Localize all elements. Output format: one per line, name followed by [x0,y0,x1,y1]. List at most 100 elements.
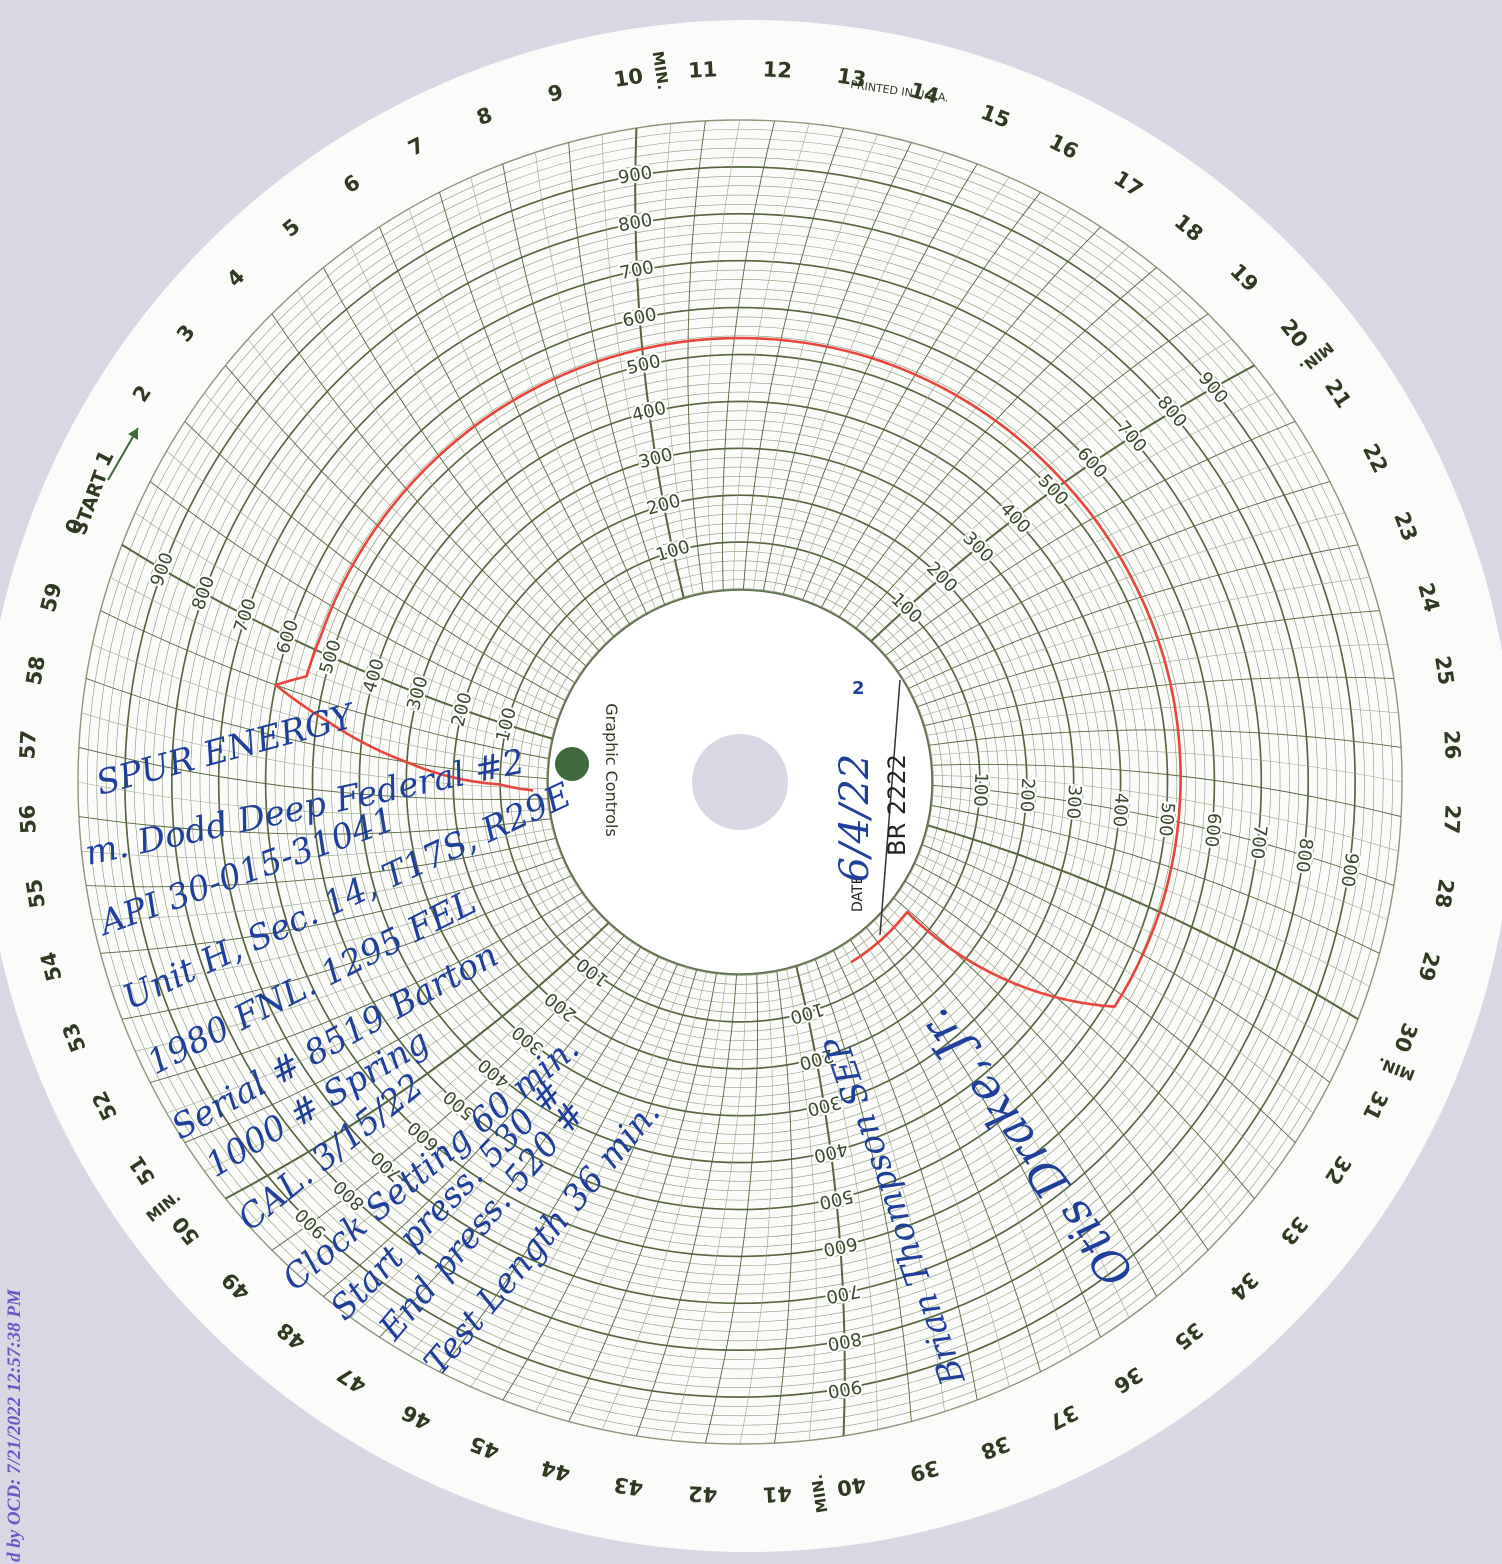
minor-time-line [204,392,570,692]
time-line [855,313,1209,629]
grid-ring [452,494,1028,1070]
minor-ring [87,129,1393,1435]
y-tick-label: 500 [1154,801,1178,837]
x-tick-label: 28 [1430,877,1458,910]
minor-time-line [135,884,577,1052]
time-line [568,142,666,605]
time-line [687,120,706,593]
x-tick-label: 11 [687,57,717,82]
minor-ring [387,429,1093,1135]
time-line [323,267,600,651]
minor-time-line [805,963,878,1430]
minor-time-line [891,450,1314,664]
minor-time-line [739,973,773,1445]
minor-time-line [842,945,1010,1387]
minor-time-line [927,705,1399,736]
x-tick-label: 12 [762,57,792,82]
minor-time-line [166,900,589,1114]
time-line [704,974,759,1444]
time-line [833,950,978,1401]
time-line [378,226,614,637]
minor-ring [180,222,1300,1342]
y-tick-label: 400 [1108,792,1131,828]
minor-ring [537,579,943,985]
time-line [917,610,1380,708]
y-tick-label: 700 [1246,824,1271,861]
minor-time-line [858,933,1072,1356]
minor-time-line [812,208,1072,604]
minor-time-line [910,872,1276,1172]
minor-ring [293,335,1187,1229]
minor-ring [209,251,1271,1313]
time-line [121,543,553,740]
x-tick-label: 25 [1430,654,1458,687]
minor-time-line [903,512,1345,680]
minor-time-line [753,134,878,590]
time-line [839,267,1157,617]
minor-time-line [92,847,559,920]
time-line [802,191,1041,600]
minor-ring [518,560,962,1004]
time-line [795,966,846,1436]
x-tick-label: 55 [22,877,50,910]
minor-ring [462,504,1018,1060]
center-hole [692,734,788,830]
minor-time-line [873,920,1130,1318]
time-line [634,128,685,598]
date-line [879,679,901,936]
x-tick-label: 56 [15,804,40,834]
time-line [502,969,698,1401]
grid-ring [264,306,1216,1258]
x-tick-label: 13 [835,64,868,92]
time-line [100,856,563,954]
minor-time-line [166,450,562,710]
time-line [866,927,1102,1338]
minor-time-line [932,795,1388,920]
x-tick-label: 40 [835,1472,868,1500]
time-line [880,913,1157,1297]
minor-time-line [77,781,549,815]
minor-time-line [899,889,1233,1226]
grid-ring [499,541,981,1023]
minor-ring [509,551,971,1013]
minor-ring [143,185,1337,1379]
time-line [439,192,630,625]
time-line [814,959,912,1422]
time-line [323,947,641,1297]
minor-ring [377,419,1103,1145]
minor-time-line [918,854,1314,1114]
time-line [782,163,978,595]
minor-time-line [110,577,550,749]
min-label: MIN. [648,50,672,91]
grid [77,119,1403,1445]
time-line [635,974,738,1436]
received-stamp: d by OCD: 7/21/2022 12:57:38 PM [4,1288,25,1562]
minor-time-line [535,152,656,609]
minor-ring [415,457,1065,1107]
time-line [379,956,659,1338]
minor-time-line [602,134,675,601]
minor-ring [162,204,1318,1360]
time-line [897,481,1330,672]
time-line [86,837,556,888]
x-tick-label: 9 [545,80,565,107]
time-line [932,784,1394,887]
minor-time-line [296,941,633,1275]
minor-time-line [408,960,668,1356]
time-line [439,964,678,1373]
time-line [908,544,1359,689]
y-tick-label: 300 [1062,784,1085,820]
minor-time-line [931,749,1403,783]
time-line [922,844,1331,1083]
minor-time-line [792,177,1010,597]
time-line [78,746,548,801]
minor-ring [349,391,1131,1173]
minor-ring [340,382,1140,1182]
minor-time-line [204,915,602,1172]
minor-ring [227,269,1253,1295]
minor-ring [246,288,1234,1276]
minor-ring [284,326,1196,1238]
time-line [78,816,551,835]
x-tick-label: 58 [22,654,50,687]
time-line [271,935,625,1251]
